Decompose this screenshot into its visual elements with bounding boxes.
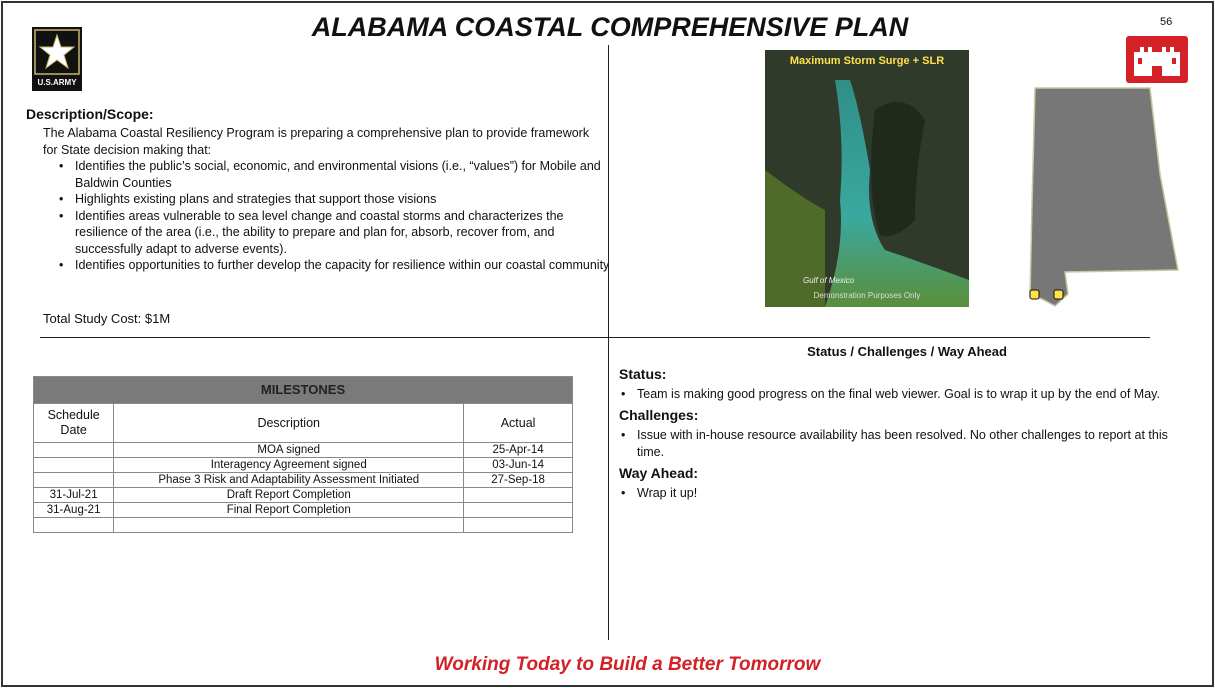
section-bullets: Issue with in-house resource availabilit…	[637, 427, 1194, 461]
table-cell: 27-Sep-18	[464, 473, 573, 488]
table-cell: 25-Apr-14	[464, 443, 573, 458]
table-cell	[464, 488, 573, 503]
table-cell	[114, 518, 464, 533]
table-row	[34, 518, 573, 533]
army-logo-text: U.S.ARMY	[37, 78, 77, 87]
table-cell	[34, 458, 114, 473]
description-heading: Description/Scope:	[26, 106, 154, 122]
bullet: Identifies the public’s social, economic…	[75, 158, 610, 191]
section-bullets: Team is making good progress on the fina…	[637, 386, 1194, 403]
table-cell	[464, 518, 573, 533]
column-header: Actual	[464, 404, 573, 443]
map-caption: Maximum Storm Surge + SLR	[790, 55, 944, 67]
column-header: Schedule Date	[34, 404, 114, 443]
bullet: Highlights existing plans and strategies…	[75, 191, 610, 208]
bullet: Identifies areas vulnerable to sea level…	[75, 208, 610, 258]
table-cell: Draft Report Completion	[114, 488, 464, 503]
description-intro: The Alabama Coastal Resiliency Program i…	[43, 125, 593, 158]
map-water-label: Gulf of Mexico	[803, 276, 855, 285]
bullet: Team is making good progress on the fina…	[637, 386, 1194, 403]
divider	[40, 337, 1150, 338]
description-bullets: Identifies the public’s social, economic…	[75, 158, 610, 274]
table-cell	[34, 443, 114, 458]
surge-map: Maximum Storm Surge + SLR Gulf of Mexico…	[765, 50, 969, 307]
table-cell	[464, 503, 573, 518]
bullet: Issue with in-house resource availabilit…	[637, 427, 1194, 461]
table-cell: 31-Jul-21	[34, 488, 114, 503]
table-cell: MOA signed	[114, 443, 464, 458]
status-panel: Status: Team is making good progress on t…	[619, 362, 1194, 502]
table-cell: Final Report Completion	[114, 503, 464, 518]
table-row: Phase 3 Risk and Adaptability Assessment…	[34, 473, 573, 488]
column-header: Description	[114, 404, 464, 443]
milestones-title: MILESTONES	[34, 377, 573, 404]
bullet: Wrap it up!	[637, 485, 1194, 502]
section-label: Challenges:	[619, 407, 1194, 423]
section-label: Status:	[619, 366, 1194, 382]
table-cell: 31-Aug-21	[34, 503, 114, 518]
map-note: Demonstration Purposes Only	[814, 291, 921, 300]
title: ALABAMA COASTAL COMPREHENSIVE PLAN	[200, 12, 1020, 43]
slide: ALABAMA COASTAL COMPREHENSIVE PLAN 56 U.…	[0, 0, 1215, 688]
usace-logo	[1124, 34, 1190, 86]
total-cost: Total Study Cost: $1M	[43, 311, 170, 326]
bullet: Identifies opportunities to further deve…	[75, 257, 610, 274]
section-label: Way Ahead:	[619, 465, 1194, 481]
section-bullets: Wrap it up!	[637, 485, 1194, 502]
table-cell	[34, 518, 114, 533]
army-logo: U.S.ARMY	[30, 25, 86, 95]
table-cell	[34, 473, 114, 488]
table-cell: 03-Jun-14	[464, 458, 573, 473]
divider	[608, 45, 609, 640]
status-heading: Status / Challenges / Way Ahead	[700, 344, 1114, 359]
table-cell: Phase 3 Risk and Adaptability Assessment…	[114, 473, 464, 488]
alabama-map	[1020, 84, 1185, 314]
footer-tagline: Working Today to Build a Better Tomorrow	[300, 654, 955, 676]
page-number: 56	[1160, 16, 1172, 28]
table-cell: Interagency Agreement signed	[114, 458, 464, 473]
